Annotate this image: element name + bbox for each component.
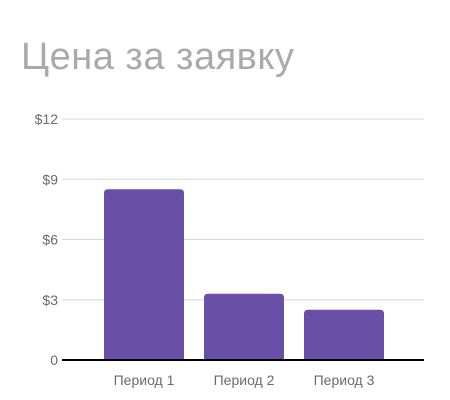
y-tick-label: $3 bbox=[42, 292, 58, 308]
x-tick-label: Период 1 bbox=[114, 372, 175, 388]
y-tick-label: $6 bbox=[42, 232, 58, 248]
bar bbox=[104, 189, 184, 360]
y-tick-label: $9 bbox=[42, 171, 58, 187]
y-tick-label: $12 bbox=[35, 111, 59, 127]
y-axis-ticks: 0 $3 $6 $9 $12 bbox=[35, 111, 59, 368]
bar bbox=[304, 309, 384, 360]
x-tick-label: Период 3 bbox=[314, 372, 375, 388]
bar bbox=[204, 293, 284, 360]
x-axis-labels: Период 1 Период 2 Период 3 bbox=[114, 372, 375, 388]
chart-title: Цена за заявку bbox=[21, 36, 295, 78]
bars bbox=[104, 189, 384, 360]
x-tick-label: Период 2 bbox=[214, 372, 275, 388]
y-tick-label: 0 bbox=[50, 352, 58, 368]
